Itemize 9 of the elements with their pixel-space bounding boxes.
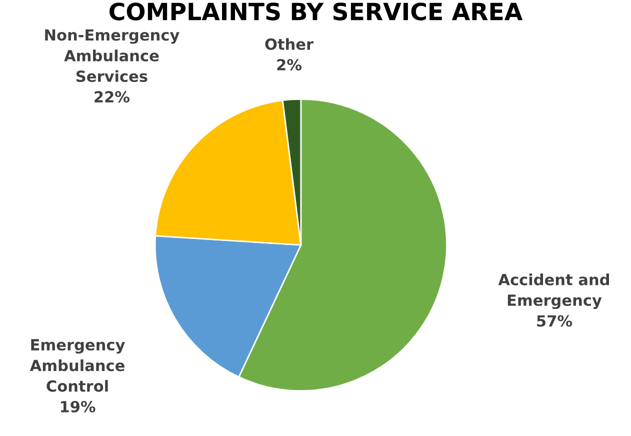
data-label: 2% <box>277 58 302 71</box>
data-label: 22% <box>94 91 130 103</box>
slice-label: Emergency Ambulance Control <box>30 339 125 392</box>
data-label: 57% <box>537 315 572 327</box>
slice-label: Non-Emergency Ambulance Services <box>45 29 180 82</box>
data-label: 19% <box>60 400 96 412</box>
slice-label: Accident and Emergency <box>498 274 609 310</box>
chart-title: COMPLAINTS BY SERVICE AREA <box>110 2 523 20</box>
slice-label: Other <box>265 38 314 50</box>
